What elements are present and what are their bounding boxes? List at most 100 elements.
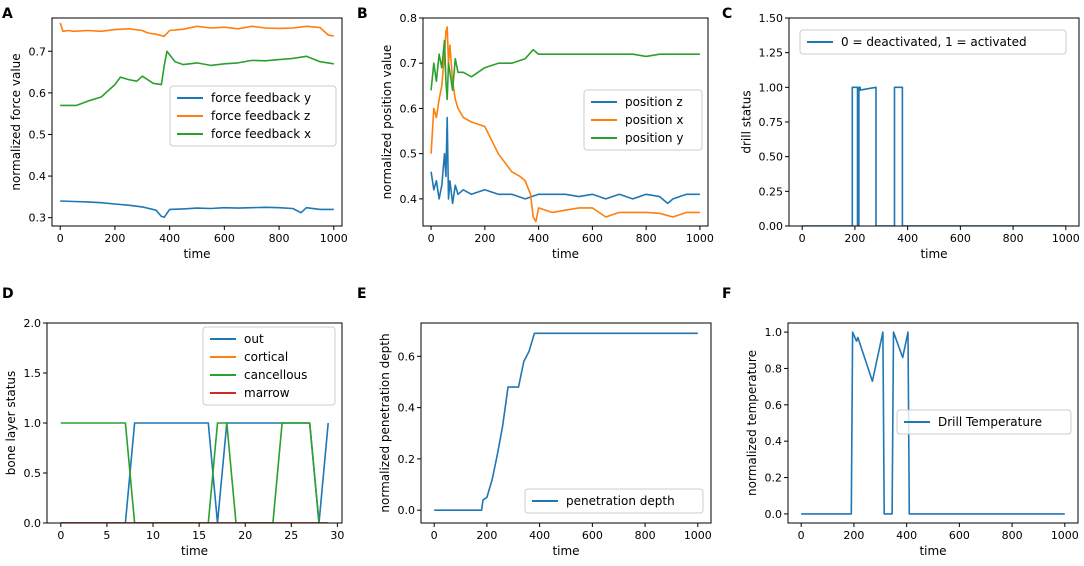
x-tick-label: 400 <box>897 232 918 245</box>
y-axis-label: normalized position value <box>380 45 394 200</box>
x-tick-label: 20 <box>238 529 252 542</box>
panel-c: C 0 200 400 600 800 1000 0.00 0.25 0.50 0.75 1.00 1.… <box>722 6 1080 261</box>
legend-label: out <box>244 332 264 346</box>
x-tick-label: 25 <box>284 529 298 542</box>
series-line-force-feedback-z <box>59 22 334 38</box>
legend-label: force feedback x <box>211 127 311 141</box>
x-tick-label: 1000 <box>320 232 348 245</box>
x-tick-label: 200 <box>844 232 865 245</box>
legend-label: force feedback y <box>211 91 311 105</box>
legend: force feedback y force feedback z force fe… <box>169 85 337 147</box>
y-axis-label: drill status <box>740 90 754 153</box>
x-tick-label: 200 <box>474 232 495 245</box>
legend-label: position x <box>625 113 683 127</box>
panel-letter: B <box>357 6 368 22</box>
panel-letter: D <box>2 286 14 302</box>
x-tick-label: 800 <box>635 529 656 542</box>
panel-letter: A <box>2 6 13 22</box>
x-tick-label: 400 <box>896 529 917 542</box>
panel-d: D 0 5 10 15 20 25 30 0.0 0.5 1.0 1.5 2.0 time bone lay… <box>2 286 344 558</box>
y-tick-label: 0.6 <box>29 87 47 100</box>
legend-label: force feedback z <box>211 109 310 123</box>
x-axis-label: time <box>552 544 579 558</box>
legend-label: marrow <box>244 386 290 400</box>
x-tick-label: 15 <box>192 529 206 542</box>
y-tick-label: 0.2 <box>765 472 783 485</box>
y-tick-label: 1.00 <box>759 81 784 94</box>
axes-frame <box>787 322 1079 524</box>
y-tick-label: 0.2 <box>398 453 416 466</box>
y-tick-label: 0.0 <box>24 517 42 530</box>
y-tick-label: 0.50 <box>759 151 784 164</box>
x-tick-label: 1000 <box>1051 529 1079 542</box>
series-line-drill-temperature <box>801 331 1065 515</box>
series-line-position-x <box>430 26 700 223</box>
x-tick-label: 0 <box>428 232 435 245</box>
axes-frame <box>51 17 343 227</box>
y-tick-label: 1.0 <box>765 326 783 339</box>
x-tick-label: 1000 <box>1052 232 1080 245</box>
x-tick-label: 600 <box>214 232 235 245</box>
series-line-position-z <box>430 116 700 205</box>
x-tick-label: 0 <box>799 232 806 245</box>
x-tick-label: 800 <box>1003 232 1024 245</box>
x-tick-label: 0 <box>431 529 438 542</box>
x-tick-label: 600 <box>950 232 971 245</box>
panel-e: E 0 200 400 600 800 1000 0.0 0.2 0.4 0.6 time normal… <box>357 286 712 558</box>
legend: 0 = deactivated, 1 = activated <box>799 29 1067 55</box>
y-axis-label: bone layer status <box>4 371 18 476</box>
y-tick-label: 0.0 <box>398 504 416 517</box>
series-line-out <box>60 422 329 523</box>
panel-letter: F <box>722 286 732 302</box>
y-tick-label: 2.0 <box>24 317 42 330</box>
legend-box <box>583 89 703 151</box>
legend-box <box>524 488 704 514</box>
legend-box <box>799 29 1067 55</box>
legend-label: penetration depth <box>566 494 675 508</box>
x-tick-label: 600 <box>949 529 970 542</box>
legend-label: cancellous <box>244 368 307 382</box>
legend-box <box>896 409 1072 435</box>
y-tick-label: 0.6 <box>400 102 418 115</box>
x-tick-label: 0 <box>57 232 64 245</box>
legend-label: 0 = deactivated, 1 = activated <box>841 35 1027 49</box>
series-line-force-feedback-x <box>60 50 334 107</box>
x-tick-label: 800 <box>636 232 657 245</box>
y-tick-label: 0.25 <box>759 185 784 198</box>
axes-frame <box>420 322 712 524</box>
x-axis-label: time <box>919 544 946 558</box>
x-tick-label: 800 <box>1002 529 1023 542</box>
panel-a: A 0 200 400 600 800 1000 0.3 0.4 0.5 0.6 0.7 time nor… <box>2 6 348 261</box>
y-tick-label: 1.5 <box>24 367 42 380</box>
panel-b: B 0 200 400 600 800 1000 0.4 0.5 0.6 0.7 0.8 time nor… <box>357 6 714 261</box>
y-tick-label: 1.0 <box>24 417 42 430</box>
x-tick-label: 0 <box>798 529 805 542</box>
x-tick-label: 10 <box>146 529 160 542</box>
legend: Drill Temperature <box>896 409 1072 435</box>
legend-label: Drill Temperature <box>938 415 1042 429</box>
x-tick-label: 600 <box>582 232 603 245</box>
y-axis-label: normalized penetration depth <box>378 333 392 512</box>
x-axis-label: time <box>552 247 579 261</box>
legend: out cortical cancellous marrow <box>202 326 336 406</box>
x-tick-label: 400 <box>159 232 180 245</box>
y-axis-label: normalized temperature <box>745 350 759 496</box>
y-tick-label: 0.8 <box>765 362 783 375</box>
x-tick-label: 800 <box>269 232 290 245</box>
y-tick-label: 0.8 <box>400 12 418 25</box>
y-tick-label: 0.7 <box>400 57 418 70</box>
series-line-0-deactivated-1-activated <box>802 86 1066 226</box>
y-tick-label: 0.75 <box>759 116 784 129</box>
legend-box <box>169 85 337 147</box>
x-tick-label: 400 <box>529 529 550 542</box>
panel-f: F 0 200 400 600 800 1000 0.0 0.2 0.4 0.6 0.8 1.0 time… <box>722 286 1079 558</box>
y-tick-label: 0.00 <box>759 220 784 233</box>
x-axis-label: time <box>181 544 208 558</box>
x-tick-label: 5 <box>103 529 110 542</box>
x-tick-label: 600 <box>582 529 603 542</box>
y-tick-label: 1.50 <box>759 12 784 25</box>
legend: penetration depth <box>524 488 704 514</box>
y-tick-label: 1.25 <box>759 47 784 60</box>
x-axis-label: time <box>920 247 947 261</box>
x-tick-label: 200 <box>104 232 125 245</box>
